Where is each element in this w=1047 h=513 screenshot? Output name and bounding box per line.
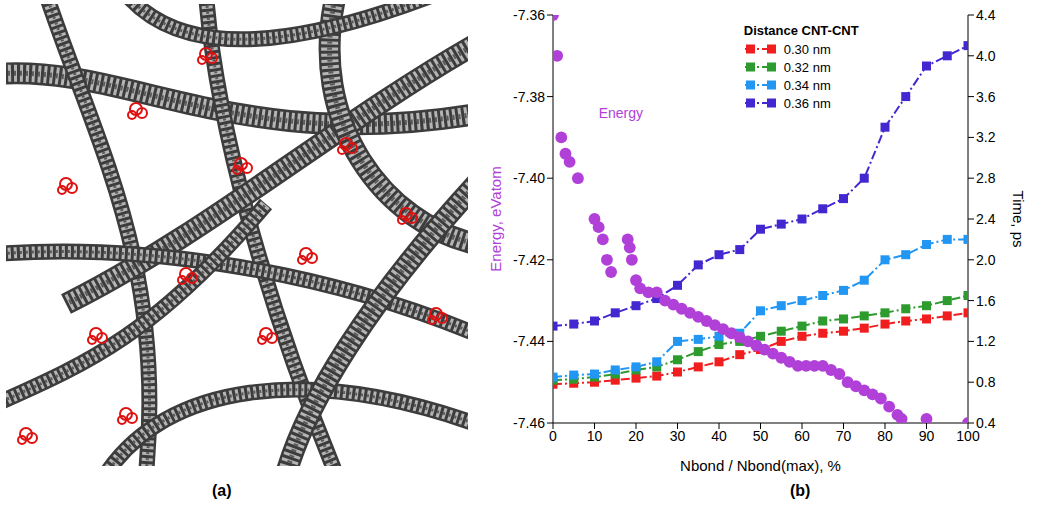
html-text:0.32 nm: 0.32 nm bbox=[783, 59, 831, 75]
svg-text:0.4: 0.4 bbox=[976, 415, 996, 431]
svg-text:30: 30 bbox=[670, 428, 686, 444]
svg-text:4.0: 4.0 bbox=[976, 48, 996, 64]
html-text:Time, ps: Time, ps bbox=[1009, 190, 1027, 248]
svg-text:80: 80 bbox=[877, 428, 893, 444]
html-text:(b): (b) bbox=[790, 482, 811, 499]
svg-text:3.6: 3.6 bbox=[976, 89, 996, 105]
html-text:0.30 nm: 0.30 nm bbox=[783, 41, 831, 57]
svg-text:90: 90 bbox=[919, 428, 935, 444]
svg-text:2.4: 2.4 bbox=[976, 211, 996, 227]
svg-text:-7.46: -7.46 bbox=[513, 415, 545, 431]
svg-text:70: 70 bbox=[836, 428, 852, 444]
html-text:Distance CNT-CNT: Distance CNT-CNT bbox=[743, 23, 859, 38]
svg-text:-7.40: -7.40 bbox=[513, 170, 545, 186]
svg-text:-7.42: -7.42 bbox=[513, 252, 545, 268]
svg-text:1.2: 1.2 bbox=[976, 333, 996, 349]
html-text:Energy: Energy bbox=[598, 104, 643, 121]
svg-text:4.4: 4.4 bbox=[976, 7, 996, 23]
svg-text:20: 20 bbox=[628, 428, 644, 444]
svg-text:0.8: 0.8 bbox=[976, 374, 996, 390]
svg-text:2.0: 2.0 bbox=[976, 252, 996, 268]
svg-text:100: 100 bbox=[956, 427, 980, 444]
svg-text:Nbond / Nbond(max), %: Nbond / Nbond(max), % bbox=[680, 457, 841, 474]
svg-text:40: 40 bbox=[711, 428, 727, 444]
svg-text:3.2: 3.2 bbox=[976, 129, 996, 145]
svg-text:60: 60 bbox=[794, 428, 810, 444]
svg-text:0: 0 bbox=[549, 428, 557, 444]
svg-text:10: 10 bbox=[587, 428, 603, 444]
svg-text:50: 50 bbox=[753, 428, 769, 444]
svg-text:-7.36: -7.36 bbox=[513, 7, 545, 23]
svg-text:2.8: 2.8 bbox=[976, 170, 996, 186]
html-text:0.36 nm: 0.36 nm bbox=[783, 95, 831, 111]
svg-text:-7.44: -7.44 bbox=[513, 333, 545, 349]
html-text:(a): (a) bbox=[212, 482, 232, 499]
svg-text:1.6: 1.6 bbox=[976, 293, 996, 309]
svg-text:-7.38: -7.38 bbox=[513, 89, 545, 105]
html-text:0.34 nm: 0.34 nm bbox=[783, 77, 831, 93]
html-text:Energy, eVatom: Energy, eVatom bbox=[486, 166, 504, 272]
